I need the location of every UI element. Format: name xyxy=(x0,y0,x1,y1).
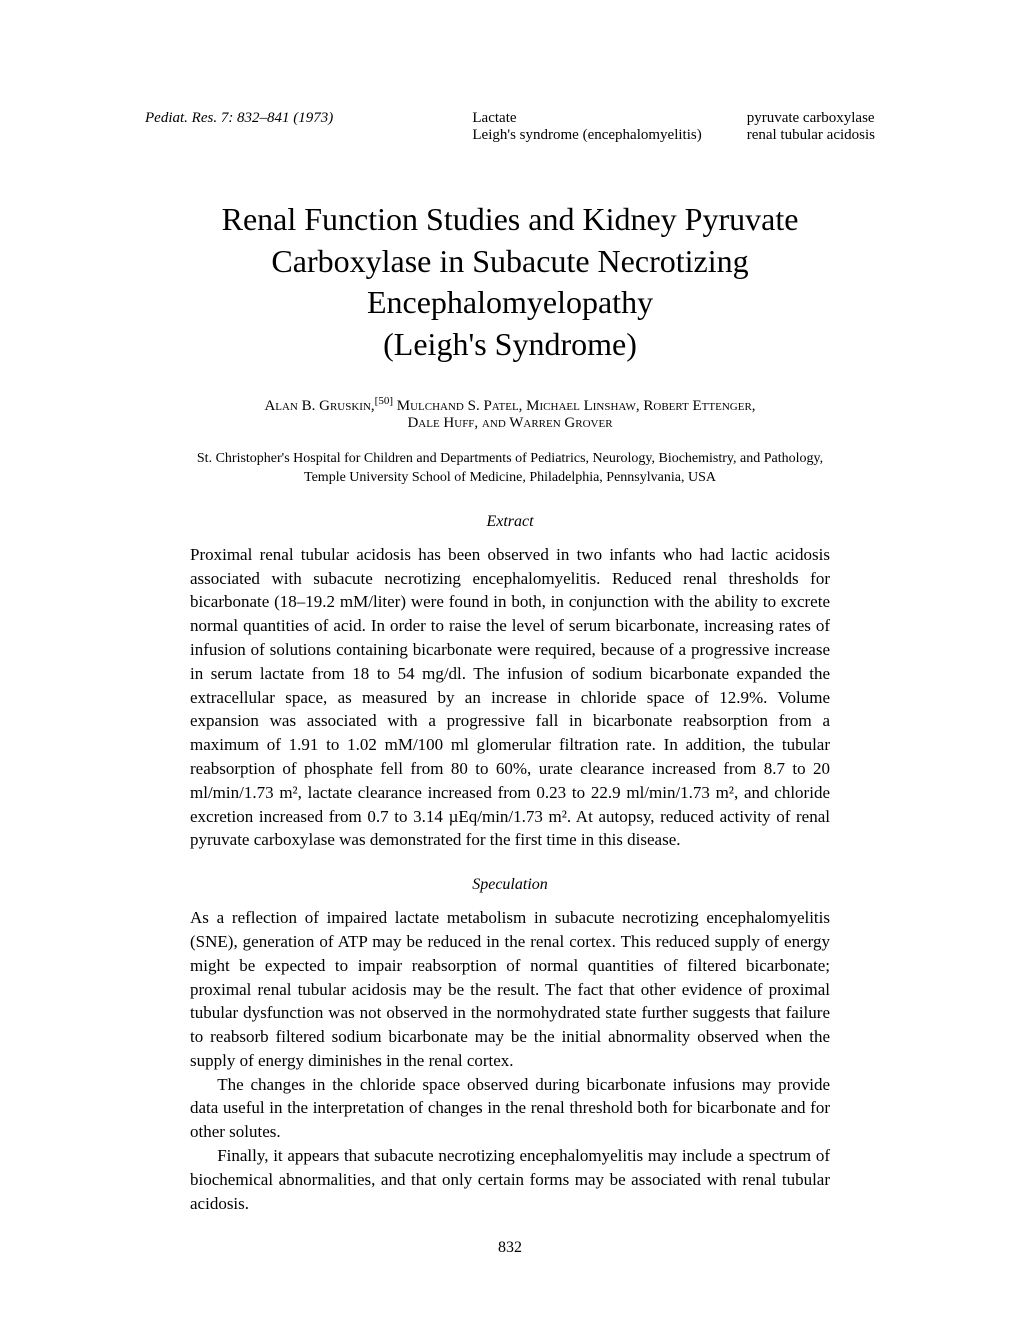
authors: Alan B. Gruskin,[50] Mulchand S. Patel, … xyxy=(145,395,875,432)
author-text: Mulchand S. Patel, Michael Linshaw, Robe… xyxy=(393,398,756,414)
keyword: Leigh's syndrome (encephalomyelitis) xyxy=(472,127,701,144)
paragraph: The changes in the chloride space observ… xyxy=(190,1073,830,1144)
header-row: Pediat. Res. 7: 832–841 (1973) Lactate L… xyxy=(145,110,875,144)
section-label-extract: Extract xyxy=(145,513,875,531)
section-label-speculation: Speculation xyxy=(145,876,875,894)
keyword: renal tubular acidosis xyxy=(747,127,875,144)
paper-title: Renal Function Studies and Kidney Pyruva… xyxy=(145,199,875,365)
keyword: Lactate xyxy=(472,110,701,127)
keyword: pyruvate carboxylase xyxy=(747,110,875,127)
page-number: 832 xyxy=(145,1239,875,1257)
paragraph: Proximal renal tubular acidosis has been… xyxy=(190,543,830,852)
affiliation-line: Temple University School of Medicine, Ph… xyxy=(145,469,875,487)
title-line: Renal Function Studies and Kidney Pyruva… xyxy=(145,199,875,241)
paragraph: As a reflection of impaired lactate meta… xyxy=(190,906,830,1073)
author-text: Dale Huff, and Warren Grover xyxy=(407,415,612,431)
title-line: (Leigh's Syndrome) xyxy=(145,324,875,366)
citation: Pediat. Res. 7: 832–841 (1973) xyxy=(145,110,333,144)
author-footnote-ref: [50] xyxy=(375,395,393,407)
title-line: Carboxylase in Subacute Necrotizing xyxy=(145,241,875,283)
page: Pediat. Res. 7: 832–841 (1973) Lactate L… xyxy=(0,0,1020,1297)
paragraph: Finally, it appears that subacute necrot… xyxy=(190,1144,830,1215)
keywords-col2: pyruvate carboxylase renal tubular acido… xyxy=(747,110,875,144)
author-text: Alan B. Gruskin, xyxy=(264,398,374,414)
extract-text: Proximal renal tubular acidosis has been… xyxy=(190,543,830,852)
affiliation-line: St. Christopher's Hospital for Children … xyxy=(145,450,875,468)
keywords-col1: Lactate Leigh's syndrome (encephalomyeli… xyxy=(472,110,701,144)
affiliation: St. Christopher's Hospital for Children … xyxy=(145,450,875,486)
speculation-text: As a reflection of impaired lactate meta… xyxy=(190,906,830,1215)
keywords-block: Lactate Leigh's syndrome (encephalomyeli… xyxy=(472,110,875,144)
title-line: Encephalomyelopathy xyxy=(145,282,875,324)
